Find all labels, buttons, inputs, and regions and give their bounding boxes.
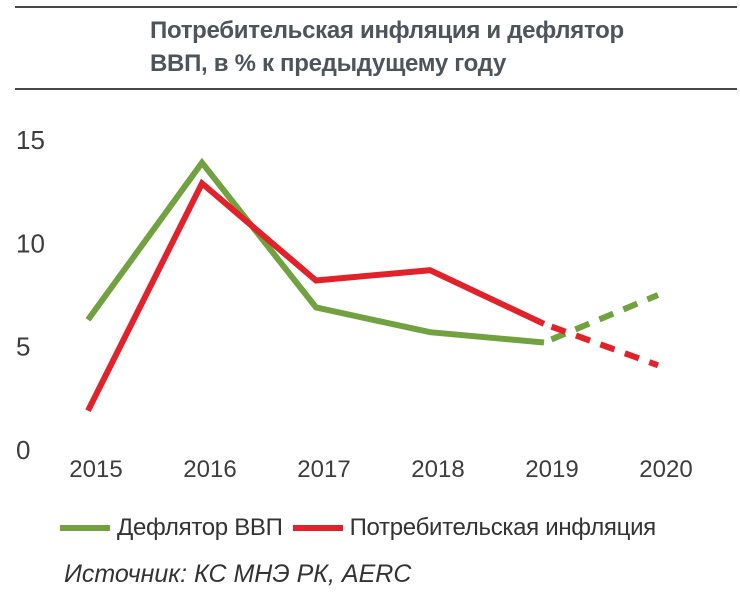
legend-label-gdp-deflator: Дефлятор ВВП	[117, 514, 283, 541]
chart-title-line-1: Потребительская инфляция и дефлятор	[150, 17, 624, 44]
line-chart: 0 5 10 15 2015 2016 2017 2018 2019 2020	[16, 125, 693, 483]
x-axis-tick-label-2015: 2015	[69, 456, 122, 483]
x-axis-tick-label-2018: 2018	[411, 456, 464, 483]
consumer-inflation-line-swatch	[292, 525, 343, 531]
series-line-solid-1	[85, 178, 546, 413]
title-divider-rule	[15, 88, 737, 90]
chart-title: Потребительская инфляция и дефлятор ВВП,…	[150, 14, 725, 80]
x-axis-tick-label-2017: 2017	[297, 456, 350, 483]
y-axis-tick-label-15: 15	[16, 125, 45, 155]
series-line-dashed-0	[542, 292, 660, 346]
x-axis-tick-label-2019: 2019	[525, 456, 578, 483]
gdp-deflator-line-swatch	[60, 525, 110, 531]
legend-label-consumer-inflation: Потребительская инфляция	[349, 514, 657, 541]
x-axis-tick-label-2016: 2016	[183, 456, 236, 483]
series-line-dashed-1	[542, 321, 660, 369]
x-axis-tick-label-2020: 2020	[639, 456, 692, 483]
source-note: Источник: КС МНЭ РК, AERC	[64, 560, 412, 588]
series-line-solid-0	[85, 157, 545, 346]
chart-legend: Дефлятор ВВП Потребительская инфляция	[60, 514, 666, 542]
top-rule	[15, 6, 737, 8]
y-axis-tick-label-5: 5	[16, 332, 30, 362]
y-axis-tick-label-10: 10	[16, 228, 45, 258]
chart-title-line-2: ВВП, в % к предыдущему году	[150, 50, 507, 77]
y-axis-tick-label-0: 0	[16, 435, 30, 465]
legend-item-consumer-inflation: Потребительская инфляция	[292, 514, 657, 542]
legend-item-gdp-deflator: Дефлятор ВВП	[60, 514, 283, 542]
